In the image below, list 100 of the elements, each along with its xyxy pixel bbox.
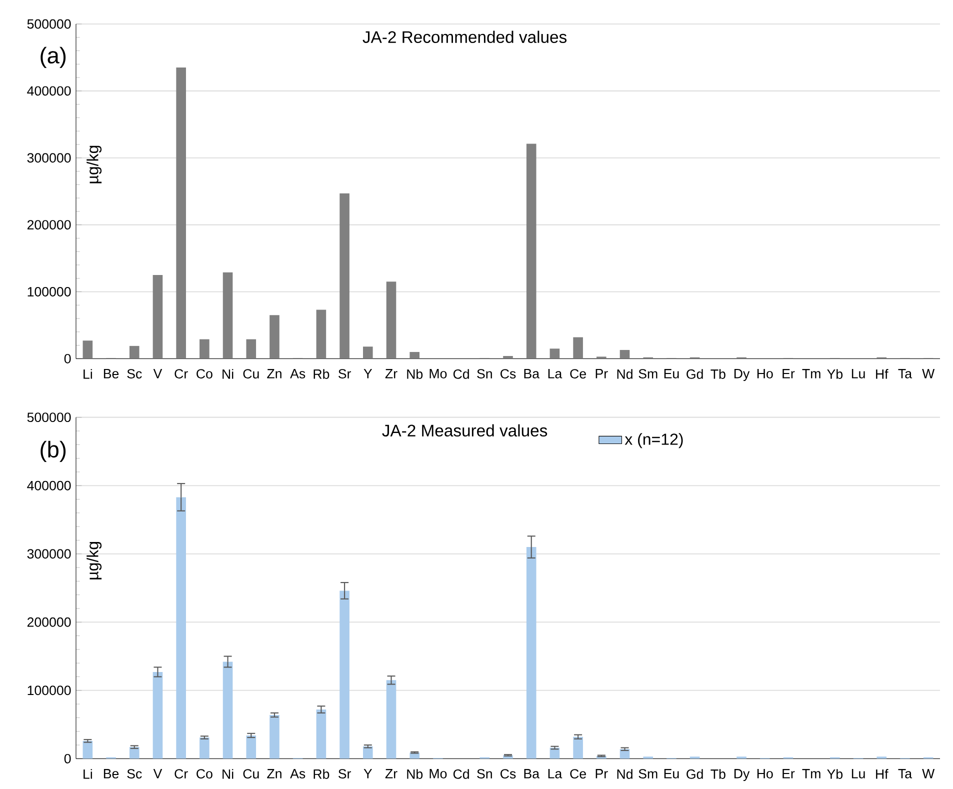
x-tick-label: Cd	[453, 769, 469, 779]
x-tick-label: Co	[196, 369, 212, 378]
x-tick-label: Tb	[710, 369, 726, 379]
x-tick-label: Mo	[430, 769, 447, 778]
x-tick-label: Hf	[876, 369, 888, 379]
x-tick-label: Eu	[664, 769, 679, 778]
bar	[386, 282, 396, 359]
bar	[550, 748, 560, 759]
x-tick-label: Y	[364, 769, 372, 778]
bar	[82, 740, 93, 759]
bar	[152, 672, 163, 759]
x-tick-label: Zn	[267, 369, 282, 378]
y-axis-title: µg/kg	[86, 146, 102, 184]
x-tick-label: W	[922, 369, 935, 378]
x-tick-label: Er	[782, 769, 795, 778]
bar	[246, 735, 256, 759]
x-tick-label: Ba	[524, 769, 540, 778]
x-tick-label: Dy	[734, 769, 750, 781]
x-tick-label: Li	[84, 369, 92, 379]
x-tick-label: Sm	[638, 369, 658, 378]
x-tick-label: V	[153, 769, 162, 778]
y-tick-label: 500000	[27, 19, 71, 29]
x-tick-label: Be	[104, 369, 119, 378]
x-tick-label: Tb	[710, 769, 726, 779]
x-tick-label: Rb	[314, 769, 330, 779]
x-tick-label: Nb	[407, 769, 423, 779]
x-tick-label: Cs	[500, 369, 516, 378]
bar	[573, 337, 583, 359]
x-tick-label: Y	[364, 369, 372, 378]
x-tick-label: Cr	[174, 769, 188, 779]
y-tick-label: 200000	[27, 617, 71, 627]
x-tick-label: Ba	[524, 369, 540, 378]
x-tick-label: Ni	[222, 769, 234, 779]
bar	[316, 710, 326, 759]
x-tick-label: Cr	[174, 369, 188, 378]
x-tick-label: Co	[196, 769, 212, 779]
x-tick-label: Zr	[385, 769, 398, 778]
x-tick-label: Ce	[570, 369, 586, 378]
bar	[200, 738, 210, 759]
y-tick-label: 0	[64, 354, 71, 364]
bar	[410, 352, 420, 359]
bar	[270, 315, 280, 359]
bar	[573, 736, 583, 759]
bar	[222, 272, 233, 359]
x-tick-label: Be	[104, 769, 119, 778]
y-tick-label: 300000	[27, 549, 71, 559]
x-tick-label: Cu	[243, 369, 259, 378]
bar	[82, 340, 93, 359]
x-tick-label: Ni	[222, 369, 234, 379]
x-tick-label: Sr	[338, 769, 351, 779]
bar	[270, 714, 280, 759]
x-tick-label: V	[153, 369, 162, 378]
x-tick-label: Lu	[852, 369, 865, 378]
bar	[340, 590, 350, 759]
bar	[340, 193, 350, 359]
bar	[129, 747, 140, 759]
y-tick-label: 0	[64, 754, 71, 764]
x-tick-label: Tm	[802, 369, 820, 378]
x-tick-label: Zr	[385, 369, 398, 378]
x-tick-label: Cs	[500, 769, 516, 779]
x-tick-label: Gd	[686, 769, 703, 779]
x-tick-label: Gd	[686, 369, 703, 379]
bar	[176, 67, 186, 359]
x-tick-label: Yb	[827, 769, 843, 779]
x-tick-label: As	[290, 369, 306, 378]
x-tick-label: Zn	[267, 769, 282, 778]
x-tick-label: Nd	[617, 769, 632, 779]
bar	[129, 346, 140, 359]
legend-label: x (n=12)	[624, 433, 683, 448]
x-tick-label: Sr	[338, 369, 351, 378]
bar	[200, 339, 210, 359]
y-tick-label: 100000	[28, 287, 71, 296]
y-tick-label: 400000	[27, 480, 71, 490]
x-tick-label: Cd	[453, 369, 469, 379]
bar	[550, 348, 560, 359]
x-tick-label: Nd	[617, 369, 632, 379]
x-tick-label: Cu	[243, 769, 259, 779]
chart-title: JA-2 Recommended values	[362, 30, 567, 43]
x-tick-label: Sn	[477, 769, 492, 779]
x-tick-label: Nb	[407, 369, 423, 379]
x-tick-label: Ho	[757, 769, 773, 778]
text: (a)	[40, 46, 66, 68]
bar	[246, 339, 256, 359]
y-tick-label: 300000	[27, 153, 71, 163]
bar	[620, 350, 630, 359]
bar	[222, 662, 233, 759]
bar	[526, 144, 536, 359]
x-tick-label: Tm	[802, 769, 820, 778]
x-tick-label: Er	[782, 369, 795, 378]
x-tick-label: Lu	[852, 769, 865, 778]
bar	[526, 547, 536, 759]
x-tick-label: Hf	[876, 769, 888, 779]
bar	[152, 274, 163, 359]
x-tick-label: Li	[84, 769, 92, 779]
x-tick-label: Pr	[596, 769, 608, 778]
x-tick-label: Ta	[898, 769, 912, 778]
bar	[362, 746, 373, 759]
x-tick-label: Dy	[734, 369, 750, 381]
x-tick-label: La	[548, 369, 562, 378]
x-tick-label: Rb	[314, 369, 330, 379]
